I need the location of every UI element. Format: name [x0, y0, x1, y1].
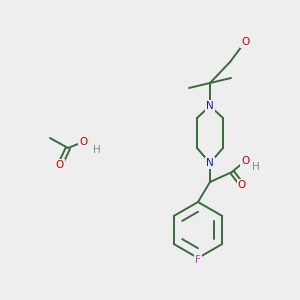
Text: H: H — [252, 162, 260, 172]
Text: H: H — [93, 145, 101, 155]
Text: N: N — [206, 158, 214, 168]
Text: O: O — [79, 137, 87, 147]
Text: N: N — [206, 101, 214, 111]
Text: O: O — [241, 156, 249, 166]
Text: O: O — [56, 160, 64, 170]
Text: F: F — [195, 255, 201, 265]
Text: O: O — [238, 180, 246, 190]
Text: O: O — [241, 37, 249, 47]
